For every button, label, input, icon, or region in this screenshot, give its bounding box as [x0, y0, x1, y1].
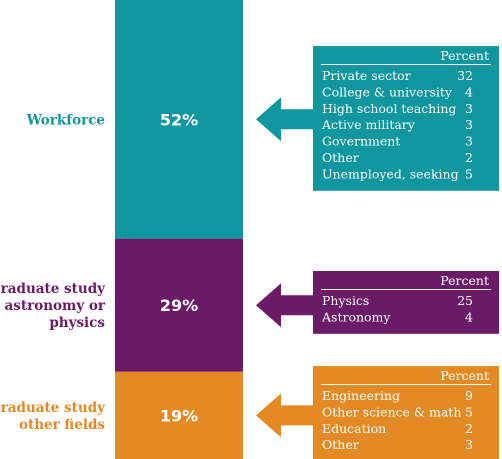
category-label: other fields [19, 417, 105, 433]
breakdown-header: Percent [440, 48, 489, 63]
breakdown-header: Percent [440, 368, 489, 383]
breakdown-item-label: Other science & math [322, 404, 461, 419]
breakdown-item-label: Active military [321, 117, 416, 132]
pointer-arrow [256, 283, 313, 328]
breakdown-item-label: Physics [322, 293, 369, 308]
segment-percent-label: 29% [160, 296, 198, 315]
breakdown-item-value: 25 [457, 293, 473, 308]
breakdown-item-label: Other [322, 437, 359, 452]
category-label: Graduate study [0, 281, 106, 297]
breakdown-item-label: Astronomy [321, 309, 391, 324]
breakdown-box [313, 46, 499, 191]
category-label: physics [49, 315, 105, 331]
breakdown-item-label: Engineering [322, 388, 400, 403]
category-label: astronomy or [5, 298, 106, 314]
bar-segment-0 [115, 0, 243, 239]
pointer-arrow [256, 393, 313, 438]
breakdown-item-label: Education [322, 421, 386, 436]
breakdown-item-label: College & university [322, 84, 453, 99]
breakdown-item-value: 2 [465, 150, 473, 165]
breakdown-item-value: 4 [465, 84, 473, 99]
breakdown-item-value: 3 [465, 134, 473, 149]
pointer-arrow [256, 97, 313, 142]
breakdown-item-value: 3 [465, 101, 473, 116]
breakdown-item-label: Other [322, 150, 359, 165]
breakdown-item-value: 3 [465, 117, 473, 132]
category-label: Graduate study [0, 400, 106, 416]
breakdown-item-value: 32 [457, 68, 473, 83]
breakdown-item-value: 5 [465, 166, 473, 181]
breakdown-box [313, 271, 499, 334]
segment-percent-label: 19% [160, 406, 198, 425]
breakdown-item-label: Government [322, 134, 400, 149]
segment-percent-label: 52% [160, 110, 198, 129]
breakdown-item-value: 2 [465, 421, 473, 436]
bar-segment-1 [115, 238, 243, 372]
bar-segment-2 [115, 371, 243, 459]
breakdown-item-value: 3 [465, 437, 473, 452]
category-label: Workforce [26, 112, 105, 128]
breakdown-item-label: Unemployed, seeking [322, 166, 459, 181]
breakdown-item-value: 4 [465, 309, 473, 324]
breakdown-box [313, 366, 499, 459]
breakdown-item-label: High school teaching [322, 101, 456, 116]
breakdown-header: Percent [440, 273, 489, 288]
breakdown-item-label: Private sector [322, 68, 411, 83]
breakdown-item-value: 5 [465, 404, 473, 419]
breakdown-item-value: 9 [465, 388, 473, 403]
